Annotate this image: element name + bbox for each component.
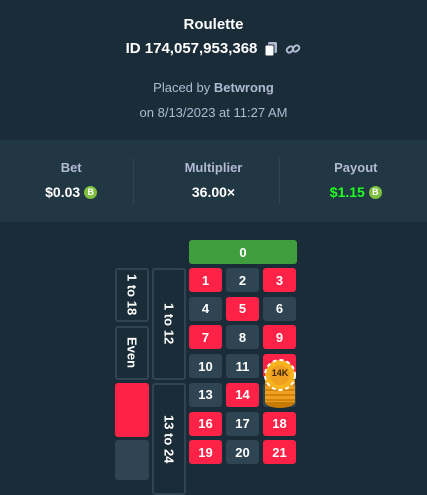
- number-8[interactable]: 8: [226, 325, 259, 350]
- bet-value-row: $0.03 B: [0, 184, 142, 200]
- placed-by-prefix: Placed by: [153, 80, 211, 95]
- number-20[interactable]: 20: [226, 440, 259, 465]
- number-16[interactable]: 16: [189, 411, 222, 436]
- bet-black[interactable]: [115, 440, 149, 480]
- payout-stat: Payout $1.15 B: [285, 140, 427, 222]
- number-4[interactable]: 4: [189, 296, 222, 321]
- number-7[interactable]: 7: [189, 325, 222, 350]
- dozen1-label: 1 to 12: [161, 303, 177, 345]
- bet-even[interactable]: Even: [115, 326, 149, 380]
- chip-value: 14K: [271, 368, 289, 378]
- number-14[interactable]: 14: [226, 382, 259, 407]
- bet-low-1-18[interactable]: 1 to 18: [115, 268, 149, 322]
- number-10[interactable]: 10: [189, 354, 222, 379]
- divider: [133, 158, 134, 204]
- multiplier-label: Multiplier: [184, 160, 243, 175]
- number-9[interactable]: 9: [263, 325, 296, 350]
- bet-date: on 8/13/2023 at 11:27 AM: [139, 105, 288, 120]
- multiplier-value: 36.00×: [191, 184, 236, 200]
- payout-value-row: $1.15 B: [285, 184, 427, 200]
- number-3[interactable]: 3: [263, 268, 296, 292]
- placed-by: Placed by Betwrong: [0, 80, 427, 95]
- divider: [279, 158, 280, 204]
- number-17[interactable]: 17: [226, 411, 259, 436]
- currency-icon: B: [368, 185, 382, 199]
- number-5[interactable]: 5: [226, 296, 259, 321]
- number-zero[interactable]: 0: [189, 240, 297, 264]
- copy-icon[interactable]: [263, 41, 279, 57]
- payout-label: Payout: [334, 160, 378, 175]
- bet-red[interactable]: [115, 383, 149, 437]
- bet-details-header: Roulette ID 174,057,953,368 Placed by Be…: [0, 0, 427, 140]
- payout-value: $1.15: [329, 184, 365, 200]
- number-18[interactable]: 18: [263, 411, 296, 436]
- number-21[interactable]: 21: [263, 440, 296, 465]
- number-13[interactable]: 13: [189, 382, 222, 407]
- even-label: Even: [124, 337, 140, 369]
- number-1[interactable]: 1: [189, 268, 222, 292]
- bet-label: Bet: [60, 160, 82, 175]
- number-11[interactable]: 11: [226, 354, 259, 379]
- number-2[interactable]: 2: [226, 268, 259, 292]
- link-icon[interactable]: [285, 41, 301, 57]
- bet-value: $0.03: [45, 184, 81, 200]
- bet-dozen-2[interactable]: 13 to 24: [152, 383, 186, 495]
- dozen2-label: 13 to 24: [161, 414, 177, 464]
- currency-icon: B: [84, 185, 98, 199]
- bet-dozen-1[interactable]: 1 to 12: [152, 268, 186, 380]
- low-label: 1 to 18: [124, 274, 140, 316]
- multiplier-stat: Multiplier 36.00×: [142, 140, 284, 222]
- bet-id-row: ID 174,057,953,368: [0, 40, 427, 57]
- bet-id: ID 174,057,953,368: [125, 40, 258, 57]
- number-19[interactable]: 19: [189, 440, 222, 465]
- chip-stack: 14K: [262, 358, 298, 410]
- bet-stat: Bet $0.03 B: [0, 140, 142, 222]
- number-6[interactable]: 6: [263, 296, 296, 321]
- placed-by-user[interactable]: Betwrong: [213, 80, 274, 95]
- bet-stats-panel: Bet $0.03 B Multiplier 36.00× Payout $1.…: [0, 140, 427, 222]
- game-title: Roulette: [183, 16, 244, 33]
